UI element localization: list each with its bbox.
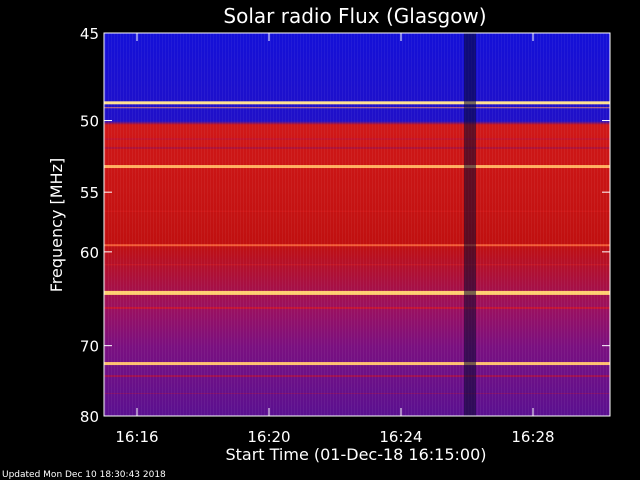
x-tick-label: 16:24	[379, 428, 422, 446]
y-axis: 45 50 55 60 70 80	[80, 25, 610, 426]
y-tick-label: 80	[80, 408, 99, 426]
y-axis-label: Frequency [MHz]	[47, 158, 66, 292]
plot-frame	[103, 32, 611, 417]
y-tick-label: 70	[80, 338, 99, 356]
plot-area	[103, 32, 611, 417]
x-tick-label: 16:20	[247, 428, 290, 446]
updated-timestamp: Updated Mon Dec 10 18:30:43 2018	[2, 470, 166, 480]
y-tick-label: 55	[80, 184, 99, 202]
y-tick-label: 60	[80, 244, 99, 262]
x-axis-label: Start Time (01-Dec-18 16:15:00)	[225, 445, 486, 464]
x-axis: 16:16 16:20 16:24 16:28	[115, 33, 555, 446]
chart-title: Solar radio Flux (Glasgow)	[223, 4, 486, 28]
x-tick-label: 16:28	[511, 428, 554, 446]
y-tick-label: 50	[80, 113, 99, 131]
dark-vertical-stripe	[464, 33, 476, 416]
x-tick-label: 16:16	[115, 428, 158, 446]
texture-overlay	[104, 33, 610, 416]
y-tick-label: 45	[80, 25, 99, 43]
